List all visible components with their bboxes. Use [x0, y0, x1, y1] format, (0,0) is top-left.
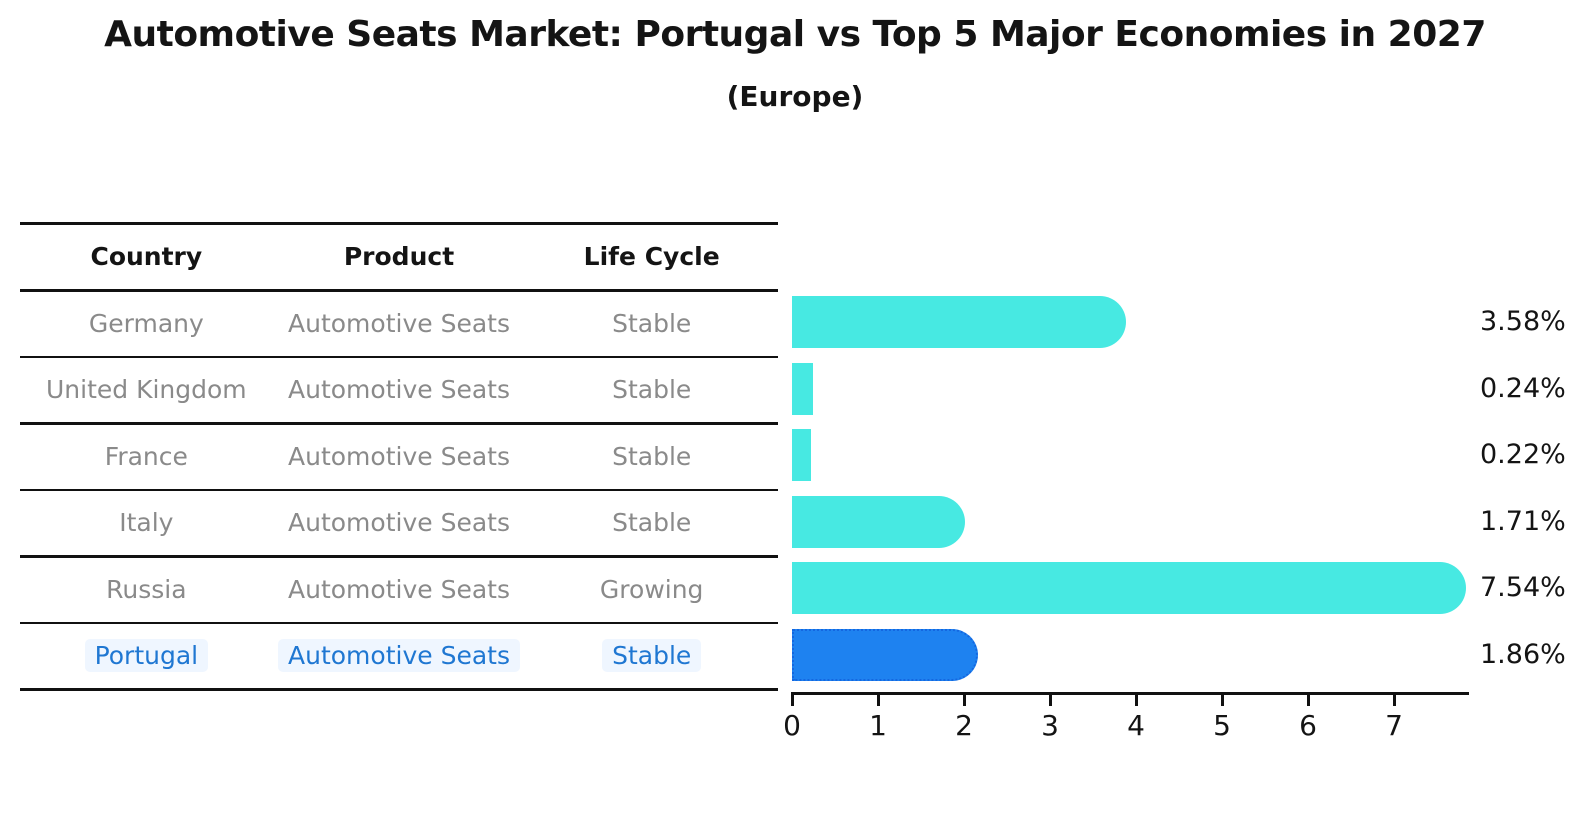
country-cell: United Kingdom: [46, 375, 247, 405]
value-label-united-kingdom: 0.24%: [1480, 372, 1566, 404]
value-label-russia: 7.54%: [1480, 572, 1566, 604]
bar-france: [792, 429, 811, 482]
x-tick-mark: [1134, 692, 1138, 706]
x-tick-label: 5: [1213, 709, 1231, 742]
bar-united-kingdom: [792, 362, 813, 415]
table-rule: [20, 488, 778, 491]
table-row-italy: Italy Automotive Seats Stable: [20, 491, 778, 556]
chart-title: Automotive Seats Market: Portugal vs Top…: [104, 14, 1486, 55]
lifecycle-cell: Stable: [612, 308, 692, 338]
table-header-product: Product: [343, 241, 455, 271]
country-cell: Germany: [88, 308, 204, 338]
x-tick-label: 0: [783, 709, 801, 742]
table-header-country: Country: [90, 241, 203, 271]
x-axis-spine: [790, 692, 1469, 695]
x-tick-mark: [876, 692, 880, 706]
x-tick-mark: [962, 692, 966, 706]
x-tick-mark: [790, 692, 794, 706]
product-cell: Automotive Seats: [288, 375, 510, 405]
highlighted-text: Stable: [602, 639, 702, 673]
lifecycle-cell: Stable: [612, 441, 692, 471]
table-rule: [20, 555, 778, 558]
value-label-italy: 1.71%: [1480, 505, 1566, 537]
bar-germany: [792, 296, 1126, 349]
x-tick-mark: [1220, 692, 1224, 706]
table-rule: [20, 688, 778, 691]
lifecycle-cell: Stable: [525, 624, 778, 689]
product-cell: Automotive Seats: [273, 624, 526, 689]
x-tick-label: 2: [955, 709, 973, 742]
product-cell: Automotive Seats: [288, 441, 510, 471]
product-cell: Automotive Seats: [288, 574, 510, 604]
highlighted-text: Automotive Seats: [278, 639, 520, 673]
x-tick-mark: [1392, 692, 1396, 706]
chart-subtitle: (Europe): [726, 80, 864, 113]
table-row-france: France Automotive Seats Stable: [20, 424, 778, 489]
value-label-portugal: 1.86%: [1480, 638, 1566, 670]
x-tick-mark: [1306, 692, 1310, 706]
lifecycle-cell: Growing: [599, 574, 704, 604]
table-header-lifecycle: Life Cycle: [583, 241, 720, 271]
table-row-germany: Germany Automotive Seats Stable: [20, 291, 778, 356]
table-row-united-kingdom: United Kingdom Automotive Seats Stable: [20, 358, 778, 423]
product-cell: Automotive Seats: [288, 508, 510, 538]
country-cell: France: [104, 441, 188, 471]
table-rule: [20, 289, 778, 292]
x-tick-label: 3: [1041, 709, 1059, 742]
value-label-france: 0.22%: [1480, 439, 1566, 471]
bar-italy: [792, 495, 966, 548]
x-tick-label: 6: [1299, 709, 1317, 742]
table-rule: [20, 355, 778, 358]
x-tick-label: 1: [869, 709, 887, 742]
table-rule: [20, 422, 778, 425]
country-cell: Russia: [106, 574, 187, 604]
country-cell: Portugal: [20, 624, 273, 689]
x-tick-label: 7: [1385, 709, 1403, 742]
table-row-portugal: Portugal Automotive Seats Stable: [20, 624, 778, 689]
x-tick-label: 4: [1127, 709, 1145, 742]
table-row-russia: Russia Automotive Seats Growing: [20, 557, 778, 622]
bar-portugal: [792, 628, 978, 681]
lifecycle-cell: Stable: [612, 508, 692, 538]
lifecycle-cell: Stable: [612, 375, 692, 405]
table-header-row: Country Product Life Cycle: [20, 225, 778, 287]
country-cell: Italy: [119, 508, 174, 538]
table-rule: [20, 621, 778, 624]
highlighted-text: Portugal: [84, 639, 209, 673]
table-rule: [20, 222, 778, 225]
value-label-germany: 3.58%: [1480, 306, 1566, 338]
x-tick-mark: [1048, 692, 1052, 706]
product-cell: Automotive Seats: [288, 308, 510, 338]
bar-russia: [792, 562, 1467, 615]
